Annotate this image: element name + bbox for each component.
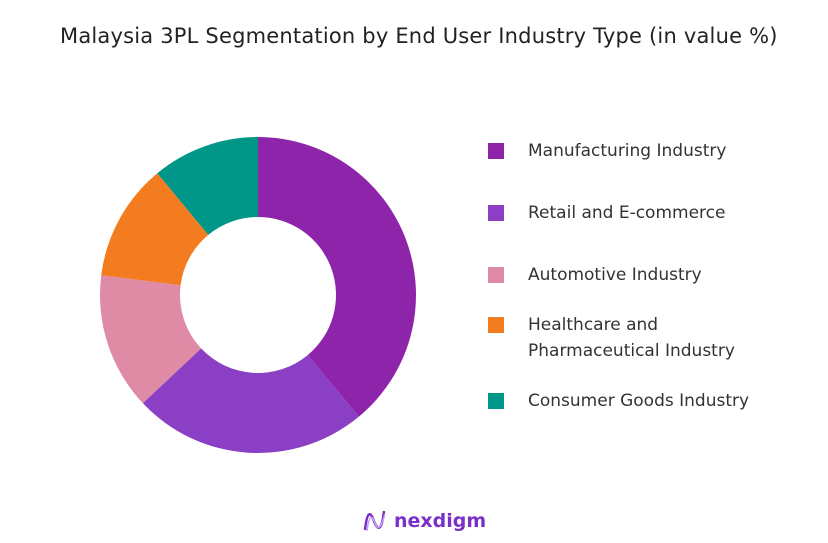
slice-automotive-industry <box>100 275 202 404</box>
legend-swatch <box>488 317 504 333</box>
logo-text: nexdigm <box>394 510 487 532</box>
legend-item: Consumer Goods Industry <box>488 388 808 414</box>
legend-swatch <box>488 267 504 283</box>
legend-swatch <box>488 143 504 159</box>
legend-item: Automotive Industry <box>488 262 808 288</box>
legend-item: Manufacturing Industry <box>488 138 808 164</box>
legend-label: Healthcare and Pharmaceutical Industry <box>528 315 735 361</box>
slice-healthcare-and-pharmaceutical-industry <box>101 173 209 286</box>
legend-swatch <box>488 205 504 221</box>
legend-swatch <box>488 393 504 409</box>
legend-label: Retail and E-commerce <box>528 203 726 223</box>
nexdigm-logo: nexdigm <box>362 508 486 534</box>
logo-icon <box>363 510 386 532</box>
slice-manufacturing-industry <box>258 137 417 417</box>
legend-label: Automotive Industry <box>528 265 702 285</box>
chart-title: Malaysia 3PL Segmentation by End User In… <box>60 24 778 48</box>
legend-label: Consumer Goods Industry <box>528 391 750 411</box>
legend-item: Retail and E-commerce <box>488 200 808 226</box>
slice-retail-and-e-commerce <box>142 348 359 454</box>
legend-item: Healthcare and Pharmaceutical Industry <box>488 312 808 364</box>
legend-label: Manufacturing Industry <box>528 141 727 161</box>
slice-consumer-goods-industry <box>157 137 258 235</box>
